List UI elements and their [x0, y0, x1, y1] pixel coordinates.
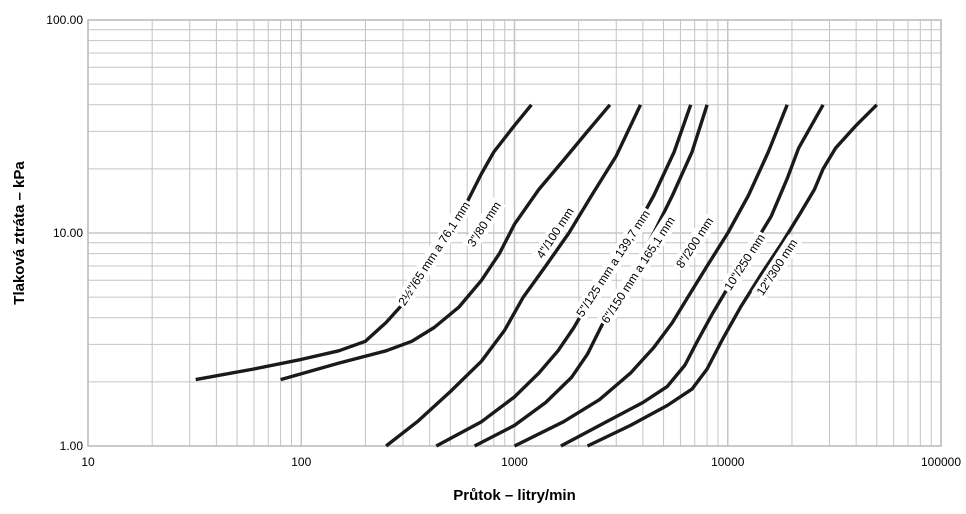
x-tick-label: 1000	[501, 455, 528, 469]
y-axis-title: Tlaková ztráta – kPa	[11, 161, 28, 305]
x-tick-label: 10	[81, 455, 95, 469]
tick-labels: 10 100 1000 10000 100000 1.00 10.00 100.00	[46, 13, 961, 469]
series-label-background	[531, 202, 579, 264]
x-tick-label: 100000	[921, 455, 961, 469]
series-line-7	[560, 103, 825, 448]
series-label-background	[393, 196, 475, 311]
y-tick-label: 1.00	[60, 439, 84, 453]
grid	[87, 19, 942, 447]
series-line-6	[513, 104, 789, 448]
y-tick-label: 100.00	[46, 13, 83, 27]
series-label-background	[462, 196, 506, 252]
series-label-background	[671, 212, 719, 273]
series-label-background	[751, 234, 803, 301]
series-line-8	[586, 103, 878, 448]
series-label-background	[596, 211, 680, 329]
x-tick-label: 100	[291, 455, 311, 469]
series-line-3	[385, 104, 643, 448]
x-axis-title: Průtok – litry/min	[453, 487, 576, 504]
series-line-2	[280, 103, 612, 382]
series-label-background	[719, 229, 770, 296]
y-tick-label: 10.00	[53, 226, 83, 240]
x-tick-label: 10000	[711, 455, 745, 469]
series-label-background	[571, 205, 655, 322]
